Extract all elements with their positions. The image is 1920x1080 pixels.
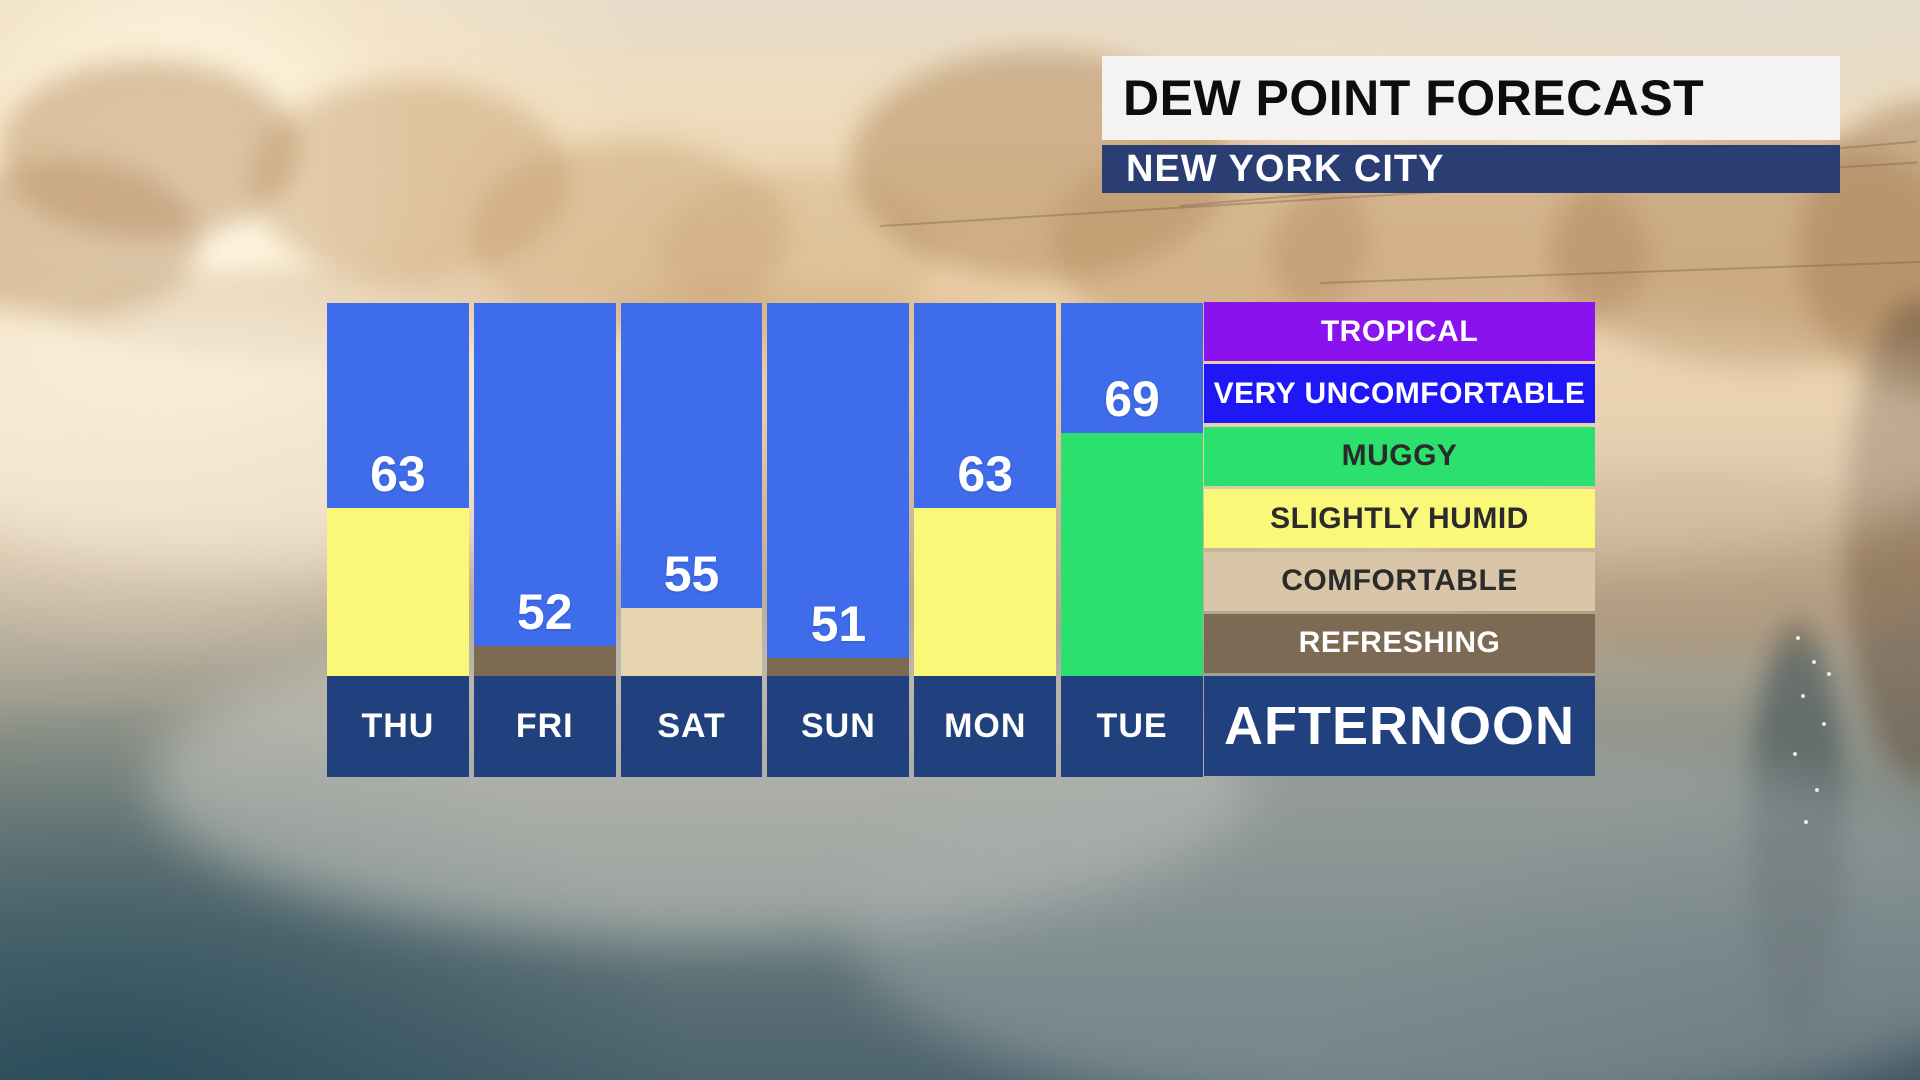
bar-segment [767,658,910,676]
day-label: SAT [657,707,726,745]
value-label: 52 [516,584,573,640]
bar-segment [914,508,1057,676]
dewpoint-chart: 63 THU 52 FRI 55 SAT 51 SUN 63 MON 69 TUE [327,303,1203,777]
value-label: 51 [810,596,867,652]
column-sky: 69 [1061,303,1203,433]
bar-column: 63 MON [914,303,1057,777]
bar-segment [1061,433,1203,676]
bar-column: 63 THU [327,303,469,777]
day-cell: MON [914,676,1057,777]
legend-row: COMFORTABLE [1204,551,1595,611]
bar-column: 51 SUN [767,303,910,777]
afternoon-label: AFTERNOON [1224,696,1575,757]
day-cell: THU [327,676,469,777]
legend-label: SLIGHTLY HUMID [1270,501,1529,535]
city-name: NEW YORK CITY [1126,147,1445,190]
bar-column: 69 TUE [1061,303,1203,777]
column-sky: 51 [767,303,910,658]
day-label: TUE [1096,707,1168,745]
day-label: FRI [515,707,574,745]
value-label: 63 [957,446,1014,502]
day-cell: FRI [473,676,616,777]
day-cell: SAT [620,676,763,777]
column-sky: 63 [914,303,1057,508]
column-sky: 52 [473,303,616,646]
column-sky: 55 [620,303,763,608]
legend-label: TROPICAL [1320,314,1479,348]
legend-label: COMFORTABLE [1281,564,1518,598]
day-label: SUN [801,707,876,745]
legend-row: SLIGHTLY HUMID [1204,489,1595,549]
bar-column: 52 FRI [473,303,616,777]
day-label: MON [944,707,1027,745]
legend-label: REFRESHING [1298,626,1501,660]
legend-row: VERY UNCOMFORTABLE [1204,364,1595,424]
bar-segment [620,608,763,676]
city-bar: NEW YORK CITY [1102,145,1840,193]
day-label: THU [361,707,435,745]
value-label: 63 [370,446,426,502]
legend-row: TROPICAL [1204,302,1595,361]
bar-segment [473,646,616,676]
page-title: DEW POINT FORECAST [1123,70,1705,126]
legend-label: MUGGY [1341,439,1458,473]
column-sky: 63 [327,303,469,508]
title-box: DEW POINT FORECAST [1102,56,1840,140]
legend: TROPICAL VERY UNCOMFORTABLE MUGGY SLIGHTLY … [1204,302,1595,777]
bar-segment [327,508,469,676]
afternoon-banner: AFTERNOON [1204,676,1595,777]
value-label: 55 [663,546,720,602]
legend-row: MUGGY [1204,426,1595,486]
legend-row: REFRESHING [1204,613,1595,673]
bar-column: 55 SAT [620,303,763,777]
legend-label: VERY UNCOMFORTABLE [1213,376,1586,410]
day-cell: TUE [1061,676,1203,777]
day-cell: SUN [767,676,910,777]
value-label: 69 [1104,371,1160,427]
